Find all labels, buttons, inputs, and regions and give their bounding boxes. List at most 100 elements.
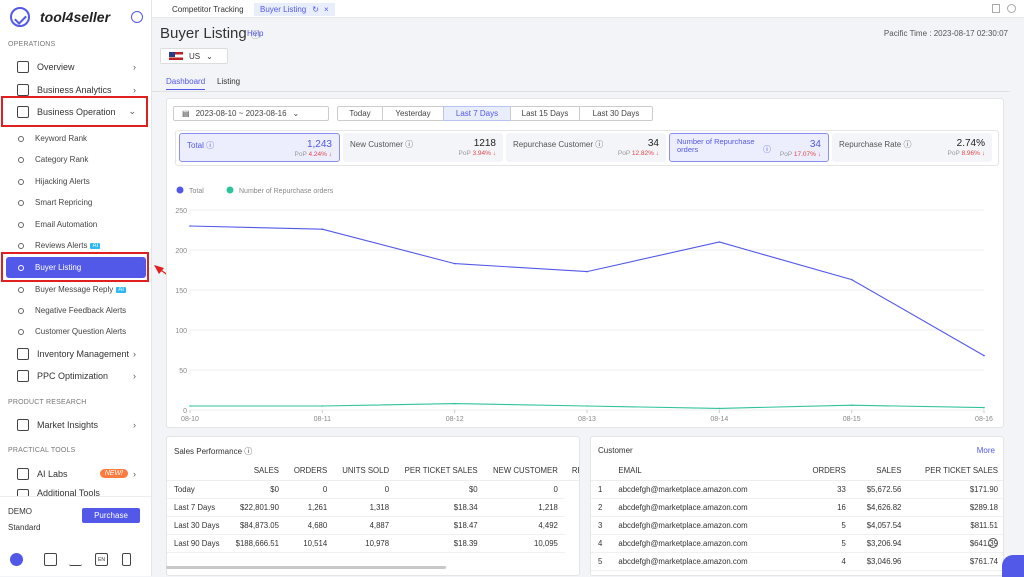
- table-cell: $761.74: [908, 552, 1003, 571]
- metric-repurchase-rate[interactable]: Repurchase Rate ⓘ 2.74% PoP 8.96% ↓: [832, 133, 992, 162]
- sidebar-item-business-analytics[interactable]: Business Analytics ›: [6, 79, 146, 100]
- sales-performance-table: SALES ORDERS UNITS SOLD PER TICKET SALES NEW…: [167, 461, 579, 553]
- tab-buyer-listing[interactable]: Buyer Listing ↻ ×: [254, 3, 335, 16]
- sidebar-subitem-smart-repricing[interactable]: Smart Repricing: [6, 192, 146, 213]
- table-cell: Today: [167, 480, 228, 499]
- preset-today[interactable]: Today: [337, 106, 383, 121]
- info-icon[interactable]: ⓘ: [250, 30, 260, 40]
- info-icon[interactable]: ⓘ: [763, 145, 771, 154]
- help-link[interactable]: Help: [247, 29, 264, 38]
- table-cell: 2: [591, 498, 612, 517]
- table-cell: $22,801.90: [227, 498, 286, 517]
- sidebar-item-business-operation[interactable]: Business Operation ⌄: [6, 101, 146, 122]
- table-row[interactable]: 2 abcdefgh@marketplace.amazon.com 16 $4,626…: [591, 498, 1003, 517]
- table-cell: $641.39: [908, 534, 1003, 553]
- table-row[interactable]: 1 abcdefgh@marketplace.amazon.com 33 $5,672…: [591, 480, 1003, 499]
- sidebar-subitem-email-automation[interactable]: Email Automation: [6, 214, 146, 235]
- table-row[interactable]: 5 abcdefgh@marketplace.amazon.com 4 $3,046.…: [591, 552, 1003, 571]
- preset-last-15-days[interactable]: Last 15 Days: [510, 106, 580, 121]
- x-tick-label: 08-12: [446, 416, 464, 423]
- data-point: [850, 404, 853, 406]
- sidebar-item-overview[interactable]: Overview ›: [6, 56, 146, 77]
- sidebar-subitem-buyer-listing[interactable]: Buyer Listing: [6, 257, 146, 278]
- table-cell: 5: [591, 552, 612, 571]
- table-cell: 4,492: [484, 516, 565, 535]
- chevron-down-icon: ⌄: [206, 51, 213, 61]
- tab-competitor-tracking[interactable]: Competitor Tracking: [172, 5, 244, 14]
- data-point: [189, 225, 191, 227]
- sidebar-item-ai-labs[interactable]: AI Labs NEW! ›: [6, 463, 146, 484]
- us-flag-icon: [169, 52, 183, 60]
- brand-logo[interactable]: tool4seller: [10, 7, 110, 27]
- info-icon[interactable]: ⓘ: [903, 140, 912, 149]
- horizontal-scrollbar[interactable]: [166, 566, 446, 569]
- user-avatar-icon[interactable]: [10, 553, 23, 566]
- table-cell: 1: [591, 480, 612, 499]
- inventory-icon: [17, 347, 29, 360]
- table-row[interactable]: Last 7 Days $22,801.90 1,261 1,318 $18.34 1,2…: [167, 498, 579, 517]
- chat-icon[interactable]: [1002, 555, 1024, 577]
- close-icon[interactable]: ×: [323, 5, 329, 14]
- sidebar-subitem-reviews-alerts[interactable]: Reviews Alerts AI: [6, 235, 146, 256]
- bullet-icon: [18, 286, 24, 293]
- table-row[interactable]: Today $0 0 0 $0 0: [167, 480, 579, 499]
- table-cell: 16: [800, 498, 853, 517]
- refresh-icon[interactable]: ↻: [312, 5, 319, 14]
- mobile-icon[interactable]: [122, 553, 131, 566]
- highlight-box-business-operation: [1, 96, 148, 127]
- sidebar-item-inventory-management[interactable]: Inventory Management ›: [6, 343, 146, 364]
- table-row[interactable]: 3 abcdefgh@marketplace.amazon.com 5 $4,057.…: [591, 516, 1003, 535]
- page-title: Buyer Listing ⓘ: [160, 25, 260, 42]
- clock-icon[interactable]: [1007, 4, 1016, 13]
- line-chart: 0 50 100 150 200 250 08-10 08-11 08-12 08-13 08-14…: [175, 186, 993, 423]
- download-icon[interactable]: [69, 553, 82, 566]
- arrow-down-icon: ↓: [653, 150, 659, 157]
- sidebar-subitem-hijacking-alerts[interactable]: Hijacking Alerts: [6, 171, 146, 192]
- table-cell: abcdefgh@marketplace.amazon.com: [611, 480, 801, 499]
- data-point: [586, 405, 588, 407]
- sidebar-item-additional-tools[interactable]: Additional Tools: [6, 485, 146, 496]
- tab-dashboard[interactable]: Dashboard: [166, 77, 206, 90]
- gear-icon[interactable]: [131, 11, 143, 23]
- headset-icon[interactable]: [988, 538, 998, 548]
- table-row[interactable]: Last 30 Days $84,873.05 4,680 4,887 $18.47 4,…: [167, 516, 579, 535]
- y-tick-label: 200: [175, 248, 187, 255]
- sidebar-subitem-keyword-rank[interactable]: Keyword Rank: [6, 128, 146, 149]
- section-product-research: PRODUCT RESEARCH: [8, 399, 87, 406]
- logo-icon: [10, 7, 30, 27]
- metric-new-customer[interactable]: New Customer ⓘ 1218 PoP 3.94% ↓: [343, 133, 503, 162]
- customer-panel: Customer More EMAIL ORDERS SALES PER TICKET…: [590, 436, 1004, 576]
- table-row[interactable]: Last 90 Days $188,666.51 10,514 10,978 $18.3…: [167, 534, 579, 553]
- sidebar-item-ppc-optimization[interactable]: PPC Optimization ›: [6, 365, 146, 386]
- table-cell: $4,626.82: [852, 498, 909, 517]
- chevron-down-icon: ⌄: [292, 109, 300, 118]
- metric-repurchase-orders[interactable]: Number of Repurchase orders ⓘ 34 PoP 17.…: [669, 133, 829, 162]
- mail-icon[interactable]: [44, 553, 57, 566]
- tab-listing[interactable]: Listing: [217, 77, 241, 86]
- preset-last-7-days[interactable]: Last 7 Days: [443, 106, 511, 121]
- info-icon[interactable]: ⓘ: [206, 141, 215, 150]
- language-icon[interactable]: EN: [95, 553, 108, 566]
- x-tick-label: 08-14: [710, 416, 728, 423]
- table-row[interactable]: 4 abcdefgh@marketplace.amazon.com 5 $3,206.…: [591, 534, 1003, 553]
- purchase-button[interactable]: Purchase: [82, 508, 140, 523]
- more-link[interactable]: More: [976, 446, 995, 455]
- info-icon[interactable]: ⓘ: [405, 140, 414, 149]
- date-range-picker[interactable]: ▤ 2023-08-10 ~ 2023-08-16 ⌄: [173, 106, 329, 121]
- column-header: REPUR: [564, 461, 579, 481]
- sidebar-subitem-customer-question-alerts[interactable]: Customer Question Alerts: [6, 321, 146, 342]
- table-cell: 5: [800, 516, 853, 535]
- country-select[interactable]: US ⌄: [160, 48, 228, 64]
- table-cell: 10,095: [484, 534, 565, 553]
- preset-yesterday[interactable]: Yesterday: [382, 106, 444, 121]
- metric-total[interactable]: Total ⓘ 1,243 PoP 4.24% ↓: [179, 133, 340, 162]
- metric-repurchase-customer[interactable]: Repurchase Customer ⓘ 34 PoP 12.82% ↓: [506, 133, 666, 162]
- sidebar-subitem-buyer-message-reply[interactable]: Buyer Message Reply AI: [6, 279, 146, 300]
- info-icon[interactable]: ⓘ: [595, 140, 604, 149]
- sidebar-subitem-negative-feedback-alerts[interactable]: Negative Feedback Alerts: [6, 300, 146, 321]
- sidebar-subitem-category-rank[interactable]: Category Rank: [6, 149, 146, 170]
- preset-last-30-days[interactable]: Last 30 Days: [579, 106, 653, 121]
- info-icon[interactable]: ⓘ: [244, 447, 253, 456]
- sidebar-item-market-insights[interactable]: Market Insights ›: [6, 414, 146, 435]
- trash-icon[interactable]: [992, 4, 1000, 13]
